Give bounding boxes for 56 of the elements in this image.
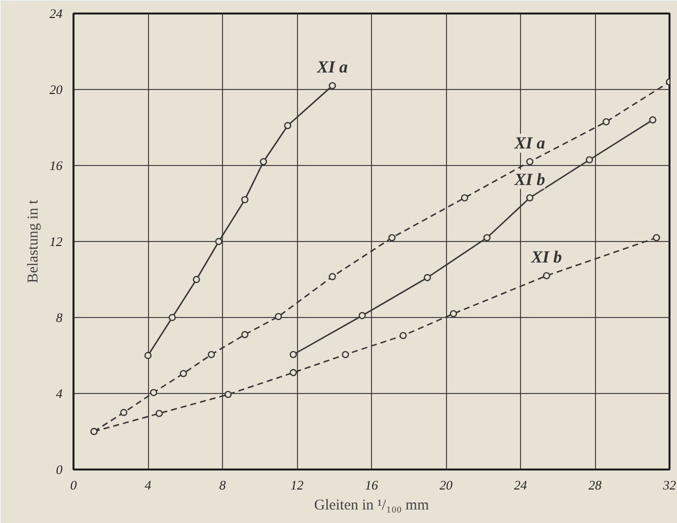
point xyxy=(208,350,215,358)
point xyxy=(328,273,336,280)
x-tick-label: 12 xyxy=(290,478,304,492)
y-tick-label: 0 xyxy=(56,462,63,477)
x-tick-label: 8 xyxy=(219,478,226,492)
point xyxy=(224,390,232,398)
y-tick-label: 4 xyxy=(56,386,63,401)
y-tick-label: 16 xyxy=(50,158,63,173)
point xyxy=(192,276,200,284)
point xyxy=(652,234,660,242)
y-tick-label: 8 xyxy=(56,310,63,325)
x-tick-label: 0 xyxy=(70,478,78,492)
x-tick-label: 20 xyxy=(440,478,453,492)
point xyxy=(461,194,468,202)
point xyxy=(586,156,594,164)
point xyxy=(342,350,350,358)
point xyxy=(542,272,550,280)
x-tick-label: 4 xyxy=(144,478,152,492)
point xyxy=(260,158,268,166)
point xyxy=(144,352,152,360)
point xyxy=(168,314,176,322)
x-tick-label: 28 xyxy=(588,478,602,492)
point xyxy=(150,388,158,396)
x-tick-label: 16 xyxy=(365,478,378,492)
series-label: XI a xyxy=(316,58,348,77)
series-label: XI b xyxy=(513,170,546,189)
point xyxy=(450,310,458,318)
point xyxy=(328,82,336,90)
y-axis-title: Belastung in t xyxy=(26,199,42,284)
point xyxy=(180,370,187,378)
x-tick-label: 32 xyxy=(662,478,676,492)
point xyxy=(483,234,491,242)
point xyxy=(388,234,396,242)
x-tick-label: 24 xyxy=(514,478,528,492)
point xyxy=(241,331,248,338)
point xyxy=(526,158,534,166)
y-tick-label: 20 xyxy=(50,82,63,97)
point xyxy=(274,312,282,320)
point xyxy=(649,116,656,124)
point xyxy=(290,369,297,376)
point xyxy=(120,408,128,416)
point xyxy=(358,312,366,320)
point xyxy=(400,332,407,340)
y-tick-label: 12 xyxy=(50,234,63,249)
point xyxy=(215,238,222,246)
point xyxy=(602,118,610,126)
point xyxy=(290,350,297,358)
point xyxy=(284,122,292,130)
point xyxy=(156,410,163,418)
point xyxy=(526,194,534,202)
series-label: XI a xyxy=(513,134,546,153)
point xyxy=(424,274,431,282)
y-tick-label: 24 xyxy=(50,6,63,21)
x-axis-title: Gleiten in ¹/₁₀₀ mm xyxy=(314,498,430,514)
point xyxy=(241,196,248,204)
series-label: XI b xyxy=(530,248,562,267)
